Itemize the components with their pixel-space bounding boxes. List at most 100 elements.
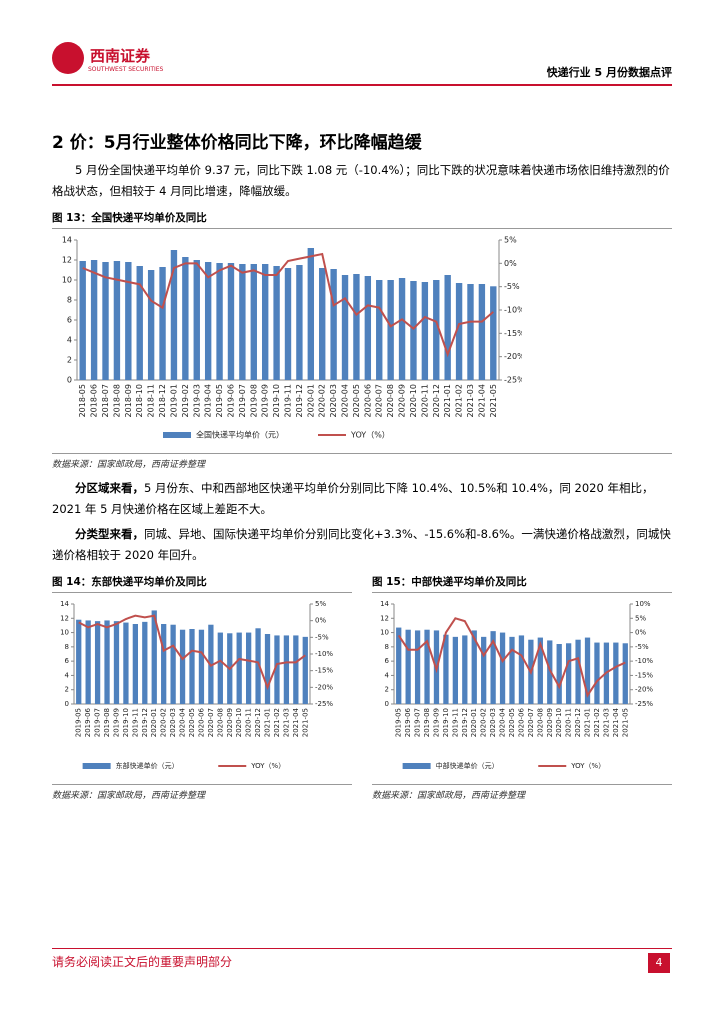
y2-tick-label: -5% [504, 282, 520, 291]
bar [364, 276, 372, 380]
x-tick-label: 2021-05 [489, 384, 498, 417]
logo-icon [52, 42, 84, 74]
bar [481, 636, 487, 704]
x-tick-label: 2020-08 [216, 708, 224, 737]
y-tick-label: 0 [65, 700, 69, 708]
bar [274, 635, 280, 704]
x-tick-label: 2021-03 [466, 384, 475, 417]
bar [239, 264, 246, 380]
bar [584, 637, 591, 704]
x-tick-label: 2019-06 [84, 707, 92, 737]
y-tick-label: 6 [67, 316, 72, 325]
x-tick-label: 2018-09 [124, 384, 133, 417]
x-tick-label: 2020-05 [508, 708, 516, 737]
bar [478, 284, 486, 380]
bar [125, 262, 132, 380]
x-tick-label: 2019-12 [461, 708, 469, 737]
bar [396, 627, 402, 704]
bar [455, 283, 463, 380]
y2-tick-label: 10% [635, 600, 651, 608]
x-tick-label: 2019-06 [226, 384, 235, 417]
bar [622, 643, 628, 704]
bar [151, 610, 157, 704]
y2-tick-label: -5% [635, 643, 649, 651]
legend-label: 全国快递平均单价（元） [196, 430, 284, 440]
x-tick-label: 2020-04 [179, 707, 187, 737]
x-tick-label: 2018-11 [147, 384, 156, 417]
y2-tick-label: -25% [504, 376, 522, 385]
lead: 分类型来看， [75, 527, 144, 541]
bar [307, 248, 315, 380]
y-tick-label: 12 [60, 614, 69, 622]
bar [462, 635, 468, 704]
x-tick-label: 2021-02 [455, 384, 464, 417]
x-tick-label: 2020-06 [363, 384, 372, 417]
bar [123, 622, 129, 704]
y-tick-label: 14 [380, 600, 389, 608]
y2-tick-label: -5% [315, 633, 329, 641]
bar [490, 631, 496, 704]
line [82, 252, 494, 358]
bar [421, 282, 429, 380]
bar [264, 634, 271, 704]
bar [198, 629, 205, 704]
x-tick-label: 2020-11 [245, 708, 253, 737]
legend-swatch [82, 763, 111, 769]
bar [90, 260, 98, 380]
bar [341, 275, 349, 380]
x-tick-label: 2021-03 [282, 708, 290, 737]
x-tick-label: 2019-06 [404, 707, 412, 737]
y-tick-label: 0 [385, 700, 389, 708]
bar [236, 632, 242, 704]
y2-tick-label: -15% [504, 329, 522, 338]
y2-tick-label: -20% [635, 686, 653, 694]
x-tick-label: 2019-02 [181, 384, 190, 417]
x-tick-label: 2019-10 [272, 384, 281, 417]
y2-tick-label: 0% [315, 617, 326, 625]
bar [216, 263, 223, 380]
bar [490, 286, 497, 380]
bar [424, 629, 430, 704]
header-rule [52, 84, 672, 86]
x-tick-label: 2020-09 [226, 708, 234, 737]
y2-tick-label: -15% [635, 671, 653, 679]
y-tick-label: 8 [385, 643, 389, 651]
x-tick-label: 2019-08 [103, 708, 111, 737]
x-tick-label: 2020-08 [536, 708, 544, 737]
bar [433, 280, 440, 380]
bar [161, 624, 167, 704]
logo-en: SOUTHWEST SECURITIES [88, 66, 164, 73]
x-tick-label: 2020-05 [352, 384, 361, 417]
text: 同城、异地、国际快递平均单价分别同比变化+3.3%、-15.6%和-8.6%。一… [52, 527, 671, 562]
x-tick-label: 2021-04 [477, 384, 486, 417]
bar [245, 632, 252, 704]
x-tick-label: 2020-03 [489, 708, 497, 737]
y2-tick-label: -10% [315, 650, 333, 658]
footer-notice: 请务必阅读正文后的重要声明部分 [52, 955, 233, 969]
x-tick-label: 2020-06 [517, 707, 525, 737]
bar [104, 620, 110, 704]
y2-tick-label: 5% [635, 614, 646, 622]
x-tick-label: 2019-05 [215, 384, 224, 417]
y-tick-label: 10 [60, 629, 69, 637]
x-tick-label: 2020-12 [432, 384, 441, 417]
x-tick-label: 2019-07 [94, 708, 102, 737]
y-tick-label: 8 [65, 643, 69, 651]
x-tick-label: 2019-04 [204, 384, 213, 417]
x-tick-label: 2019-09 [432, 708, 440, 737]
line [78, 614, 306, 691]
x-tick-label: 2021-05 [621, 708, 629, 737]
x-tick-label: 2020-11 [565, 708, 573, 737]
y2-tick-label: 0% [635, 629, 646, 637]
x-tick-label: 2020-12 [574, 708, 582, 737]
bar [499, 632, 506, 704]
x-tick-label: 2019-05 [395, 708, 403, 737]
bar [613, 642, 619, 704]
x-tick-label: 2020-07 [375, 384, 384, 417]
bar [132, 624, 139, 704]
chart: 0 2 4 6 8 10 12 14 5% 0% -5% -10% -15% -20% -25% 2019-0… [60, 600, 333, 770]
bar [444, 275, 451, 380]
bar [452, 636, 459, 704]
page-number: 4 [648, 953, 670, 973]
